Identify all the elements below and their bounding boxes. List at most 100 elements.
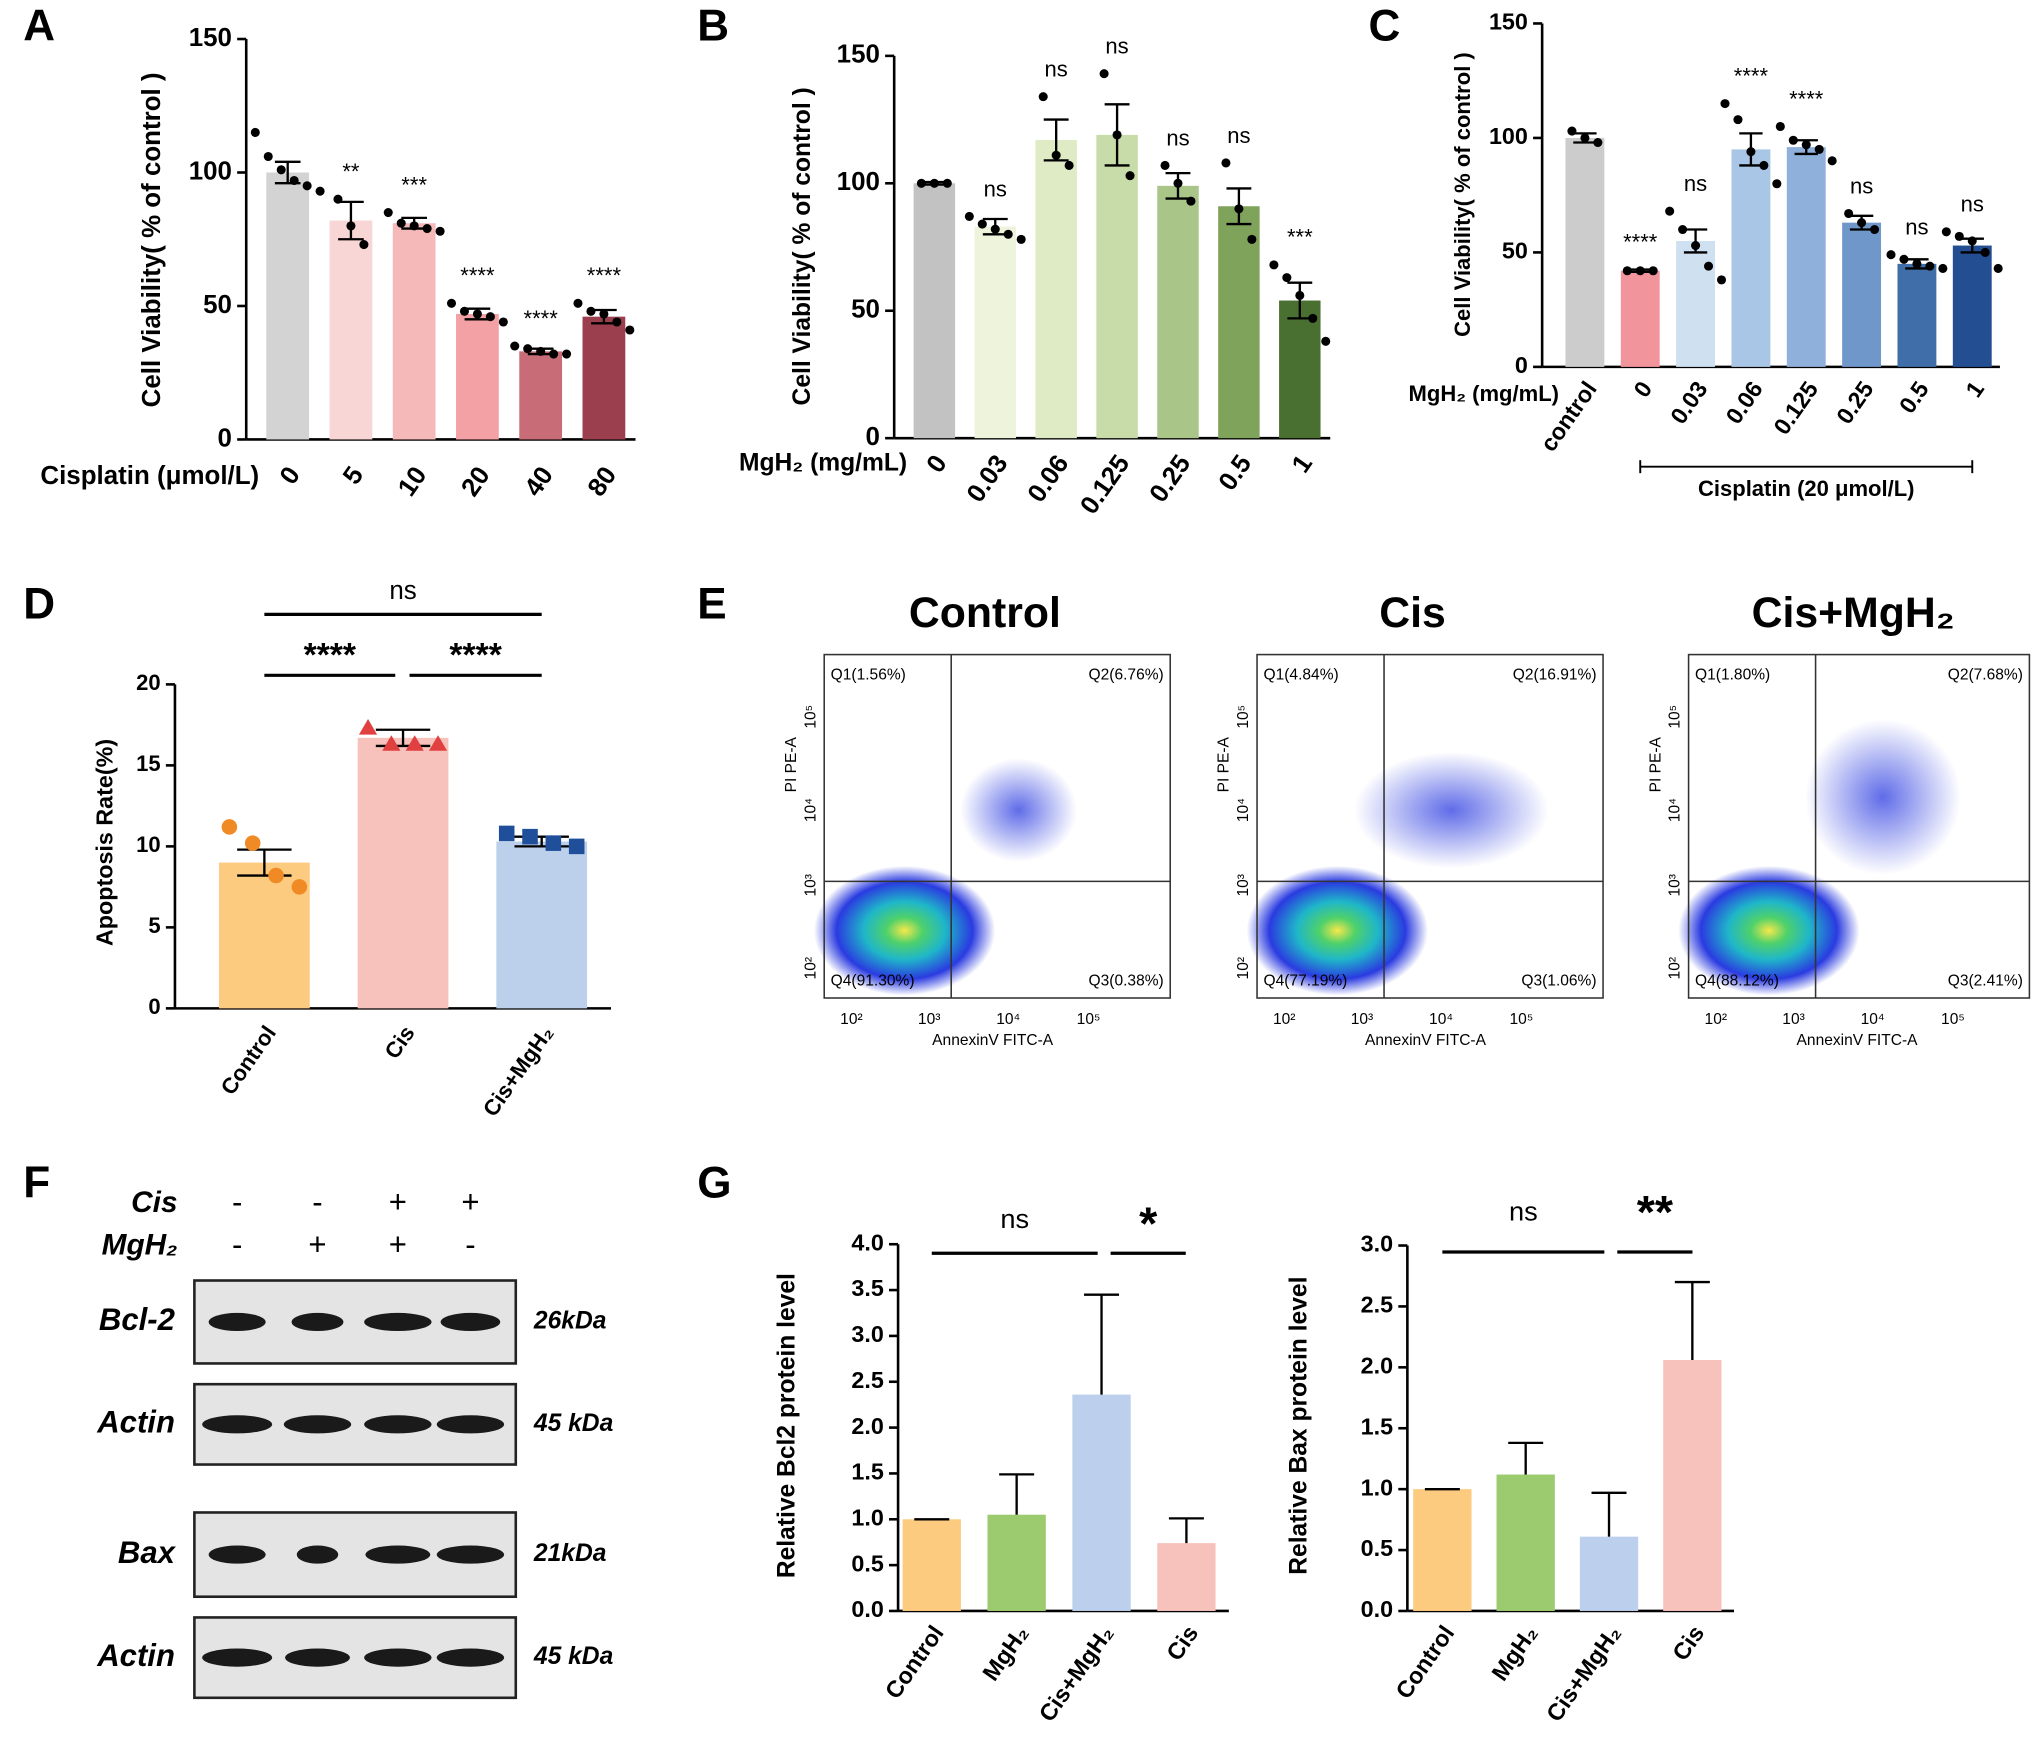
data-point xyxy=(263,151,273,162)
data-point xyxy=(1038,92,1048,102)
x-tick-label: MgH₂ xyxy=(1486,1621,1542,1686)
y-tick-label: 15 xyxy=(136,751,161,776)
flow-y-tick: 10² xyxy=(1235,957,1252,979)
data-point xyxy=(1221,158,1231,168)
y-tick-label: 1.5 xyxy=(1361,1413,1393,1439)
band xyxy=(208,1545,266,1564)
y-tick-label: 4.0 xyxy=(851,1229,883,1255)
x-tick-label: Control xyxy=(880,1621,949,1704)
data-point xyxy=(942,178,952,188)
flow-y-tick: 10³ xyxy=(1235,874,1252,896)
data-point xyxy=(422,224,432,234)
flow-y-tick: 10⁴ xyxy=(802,798,819,822)
data-point xyxy=(1321,336,1331,346)
data-point xyxy=(1899,254,1909,264)
flow-x-tick: 10² xyxy=(1273,1011,1295,1028)
x-tick-label: 0.25 xyxy=(1144,450,1196,507)
bar xyxy=(357,737,449,1009)
y-tick-label: 100 xyxy=(189,157,232,185)
data-point xyxy=(523,344,533,354)
bar xyxy=(974,226,1016,439)
data-point xyxy=(358,719,378,735)
flow-x-label: AnnexinV FITC-A xyxy=(932,1032,1054,1049)
bar xyxy=(266,172,310,440)
band xyxy=(364,1415,432,1434)
band xyxy=(364,1648,432,1667)
data-point xyxy=(498,317,508,327)
x-tick-label: 0.06 xyxy=(1023,450,1075,507)
x-tick-label: 0.125 xyxy=(1075,450,1135,519)
band xyxy=(364,1312,432,1332)
flow-x-tick: 10³ xyxy=(1782,1011,1804,1028)
quadrant-label: Q3(1.06%) xyxy=(1521,972,1596,989)
flow-y-tick: 10² xyxy=(802,957,819,979)
data-point xyxy=(1635,266,1645,276)
data-point xyxy=(1704,261,1714,271)
significance-label: *** xyxy=(401,172,427,197)
bar xyxy=(1096,134,1138,439)
treatment-label: MgH₂ xyxy=(102,1229,178,1262)
comparison-label: **** xyxy=(304,637,357,674)
y-tick-label: 2.5 xyxy=(851,1367,883,1393)
data-point xyxy=(289,175,299,186)
data-point xyxy=(1125,171,1135,181)
y-tick-label: 5 xyxy=(148,913,160,938)
flow-x-tick: 10⁵ xyxy=(1077,1011,1101,1028)
bar xyxy=(1579,1536,1639,1611)
data-point xyxy=(302,181,312,191)
y-tick-label: 1.0 xyxy=(851,1504,883,1530)
flow-y-tick: 10³ xyxy=(1667,874,1684,896)
data-point xyxy=(383,208,393,218)
data-point xyxy=(1870,224,1880,235)
data-point xyxy=(977,219,987,229)
band xyxy=(285,1648,350,1667)
quadrant-label: Q1(1.56%) xyxy=(831,666,906,683)
x-tick-label: 0 xyxy=(1628,376,1657,402)
flow-x-tick: 10² xyxy=(1705,1011,1727,1028)
quadrant-label: Q3(2.41%) xyxy=(1948,972,2023,989)
data-point xyxy=(396,218,406,228)
significance-label: ns xyxy=(1684,171,1707,196)
apoptotic-cloud xyxy=(1805,719,1961,875)
y-tick-label: 0.0 xyxy=(1361,1596,1393,1622)
flow-x-label: AnnexinV FITC-A xyxy=(1797,1032,1919,1049)
quadrant-label: Q2(7.68%) xyxy=(1948,666,2023,683)
flow-frame xyxy=(823,653,1171,999)
y-tick-label: 100 xyxy=(837,168,880,196)
quadrant-label: Q2(16.91%) xyxy=(1513,666,1597,683)
bar xyxy=(456,313,499,440)
data-point xyxy=(405,735,424,751)
data-point xyxy=(268,867,284,884)
data-point xyxy=(1064,160,1074,170)
flow-x-tick: 10² xyxy=(840,1011,862,1028)
bar xyxy=(913,183,956,439)
y-tick-label: 0 xyxy=(218,424,232,452)
flow-y-tick: 10⁵ xyxy=(1235,705,1252,729)
quadrant-label: Q1(4.84%) xyxy=(1264,666,1339,683)
treatment-sign: - xyxy=(232,1227,242,1262)
flow-y-tick: 10³ xyxy=(802,874,819,896)
flow-y-label: PI PE-A xyxy=(1647,736,1664,792)
flow-x-tick: 10³ xyxy=(1351,1011,1373,1028)
significance-label: ns xyxy=(1850,173,1873,198)
flow-y-tick: 10⁵ xyxy=(1667,705,1684,729)
x-tick-label: 1 xyxy=(1960,376,1989,402)
bar xyxy=(1565,137,1605,367)
data-point xyxy=(1980,247,1990,257)
data-point xyxy=(1567,126,1577,136)
flow-x-tick: 10⁴ xyxy=(1861,1011,1885,1028)
bar xyxy=(1157,185,1199,439)
bar xyxy=(1218,206,1260,439)
bar xyxy=(1676,240,1716,367)
live-cloud xyxy=(1678,865,1860,996)
y-tick-label: 50 xyxy=(1502,238,1528,264)
data-point xyxy=(1788,135,1798,145)
y-tick-label: 2.0 xyxy=(1361,1352,1393,1378)
data-point xyxy=(382,735,401,751)
quadrant-label: Q4(88.12%) xyxy=(1695,972,1779,989)
band xyxy=(208,1312,266,1332)
y-axis-label: Cell Viability( % of control ) xyxy=(138,72,166,407)
data-point xyxy=(1775,121,1785,132)
